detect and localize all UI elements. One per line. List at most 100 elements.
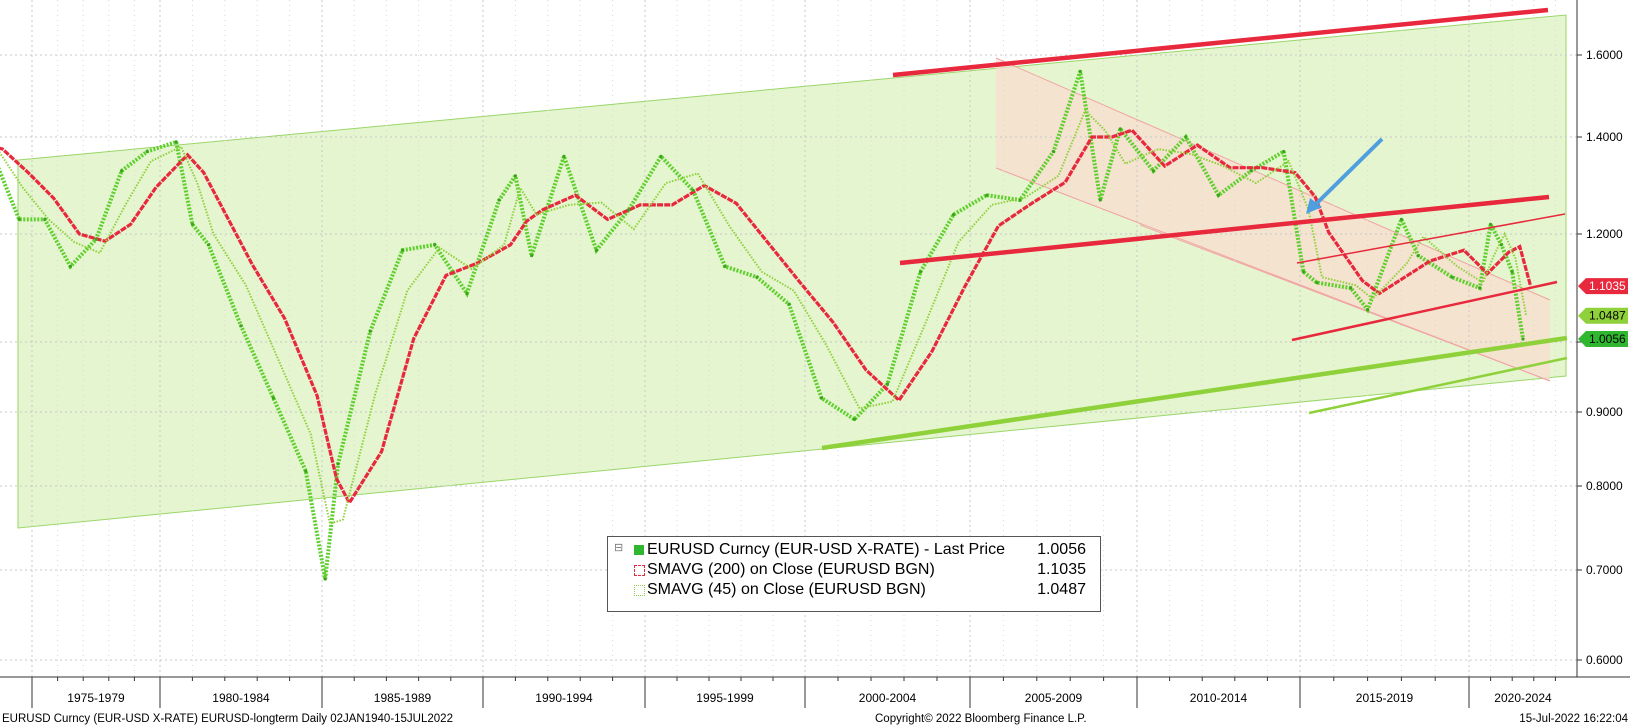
price-point [562, 154, 566, 158]
legend-label-sma200: SMAVG (200) on Close (EURUSD BGN) [647, 561, 935, 578]
value-tag-text: 1.0056 [1589, 332, 1626, 346]
price-points [17, 69, 1525, 581]
price-point [723, 264, 727, 268]
price-point [1098, 198, 1102, 202]
price-point [1366, 308, 1370, 312]
y-tick-label: 1.6000 [1586, 48, 1623, 62]
top-resistance-line [892, 7, 1549, 78]
legend: ⊟ EURUSD Curncy (EUR-USD X-RATE) - Last … [607, 536, 1101, 612]
price-point [691, 188, 695, 192]
price-point [145, 149, 149, 154]
mid-resistance-line [899, 194, 1550, 266]
legend-row-sma200: SMAVG (200) on Close (EURUSD BGN) 1.1035 [614, 561, 1094, 581]
price-point [465, 291, 469, 295]
legend-label-price: EURUSD Curncy (EUR-USD X-RATE) - Last Pr… [647, 541, 1005, 558]
legend-row-price: ⊟ EURUSD Curncy (EUR-USD X-RATE) - Last … [614, 541, 1094, 561]
value-tag-box [1578, 307, 1628, 324]
price-point [951, 213, 956, 217]
legend-swatch-sma200 [634, 565, 645, 576]
price-point [1399, 217, 1403, 221]
price-point [174, 140, 178, 144]
x-axis: 1975-1979 1980-1984 1985-1989 1990-1994 1995… [31, 677, 1556, 708]
value-tag-box [1578, 278, 1628, 295]
legend-row-sma45: SMAVG (45) on Close (EURUSD BGN) 1.0487 [614, 581, 1094, 601]
price-point [1118, 127, 1122, 131]
price-point [1282, 149, 1286, 154]
annotation-arrow-shaft [1312, 137, 1384, 208]
x-tick-label: 1995-1999 [696, 691, 754, 705]
price-point [400, 248, 405, 252]
footer-left-text: EURUSD Curncy (EUR-USD X-RATE) EURUSD-lo… [2, 713, 453, 725]
price-point [1315, 281, 1319, 285]
x-tick-label: 2015-2019 [1356, 691, 1414, 705]
price-point [433, 243, 437, 247]
x-tick-label: 2000-2004 [859, 691, 917, 705]
y-tick-label: 0.7000 [1586, 563, 1623, 577]
value-tag-box [1578, 330, 1628, 347]
value-tag: 1.0056 [1578, 330, 1628, 347]
last-value-tags: 1.1035 1.0487 1.0056 [1578, 278, 1628, 347]
price-point [918, 270, 923, 274]
value-tag-text: 1.1035 [1589, 279, 1626, 293]
value-tag-text: 1.0487 [1589, 309, 1626, 323]
legend-value-sma200: 1.1035 [1037, 561, 1086, 578]
sma200-line [0, 128, 1533, 506]
recent-upper-trendline [1296, 213, 1566, 264]
price-point [1051, 149, 1056, 154]
price-point [1151, 169, 1155, 173]
x-tick-label: 2020-2024 [1494, 691, 1552, 705]
price-point [304, 469, 308, 473]
price-point [368, 329, 372, 333]
price-point [1499, 243, 1503, 247]
footer-timestamp-text: 15-Jul-2022 16:22:04 [1519, 713, 1628, 725]
price-point [336, 462, 340, 466]
annotation-arrow-head [1306, 198, 1322, 214]
price-point [239, 324, 243, 328]
footer-bar [0, 710, 1630, 727]
price-point [787, 302, 791, 306]
price-point [68, 264, 72, 268]
price-point [594, 248, 599, 252]
descending-channel-mid [995, 167, 1551, 382]
price-point [627, 208, 631, 212]
legend-swatch-price [634, 545, 644, 555]
legend-value-sma45: 1.0487 [1037, 581, 1086, 598]
price-point [271, 396, 275, 400]
price-point [17, 217, 21, 221]
price-point [513, 174, 518, 178]
price-point [1018, 198, 1022, 202]
x-tick-label: 2010-2014 [1190, 691, 1248, 705]
support-line-short [1308, 356, 1568, 415]
price-point [207, 243, 211, 247]
x-tick-label: 1980-1984 [212, 691, 270, 705]
y-tick-label: 0.8000 [1586, 479, 1623, 493]
y-tick-label: 1.4000 [1586, 130, 1623, 144]
y-tick-label: 0.9000 [1586, 405, 1623, 419]
descending-channel [996, 58, 1550, 381]
price-point [1349, 286, 1353, 290]
x-tick-label: 1985-1989 [374, 691, 432, 705]
legend-collapse-icon[interactable]: ⊟ [614, 542, 624, 554]
price-point [819, 396, 824, 400]
price-point [190, 222, 194, 226]
x-tick-label: 1975-1979 [67, 691, 125, 705]
value-tag: 1.0487 [1578, 307, 1628, 324]
price-point [323, 577, 327, 581]
price-point [1216, 193, 1221, 197]
price-point [1489, 222, 1493, 226]
price-point [120, 169, 124, 173]
price-point [497, 198, 501, 202]
price-point [1450, 275, 1454, 279]
price-point [1301, 270, 1305, 274]
price-point [985, 193, 989, 197]
footer-copyright-text: Copyright© 2022 Bloomberg Finance L.P. [875, 713, 1087, 725]
price-point [94, 237, 98, 241]
support-line-long [821, 335, 1568, 451]
price-point [530, 254, 534, 258]
legend-value-price: 1.0056 [1037, 541, 1086, 558]
price-point [885, 382, 890, 386]
price-point [1510, 270, 1514, 274]
legend-swatch-sma45 [634, 585, 645, 596]
price-point [1521, 337, 1525, 341]
